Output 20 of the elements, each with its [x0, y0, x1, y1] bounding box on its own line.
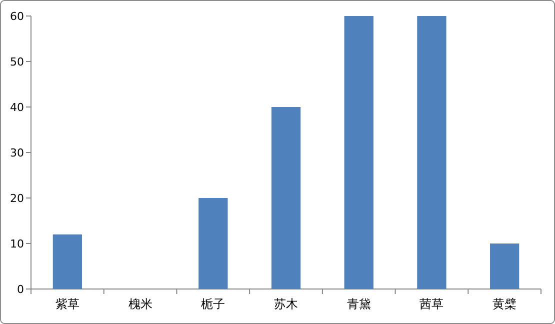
y-tick-label: 40	[10, 101, 24, 114]
y-tick-label: 60	[10, 10, 24, 23]
y-tick-label: 30	[10, 146, 24, 160]
bar	[417, 16, 446, 289]
x-tick-label: 青黛	[346, 297, 371, 311]
x-tick-label: 栀子	[201, 297, 226, 311]
y-tick-label: 20	[10, 192, 24, 205]
x-tick-label: 槐米	[128, 297, 152, 311]
y-tick-label: 10	[10, 238, 24, 250]
x-tick-label: 苏木	[274, 297, 298, 311]
bar	[52, 234, 82, 289]
bar	[198, 198, 228, 289]
x-tick-label: 黄檗	[492, 297, 517, 311]
bar	[490, 244, 520, 289]
y-tick-label: 50	[10, 56, 24, 68]
bar	[344, 16, 374, 289]
bar	[271, 107, 301, 289]
y-tick-label: 0	[17, 283, 24, 296]
x-tick-label: 紫草	[55, 297, 80, 311]
x-tick-label: 茜草	[420, 297, 444, 311]
